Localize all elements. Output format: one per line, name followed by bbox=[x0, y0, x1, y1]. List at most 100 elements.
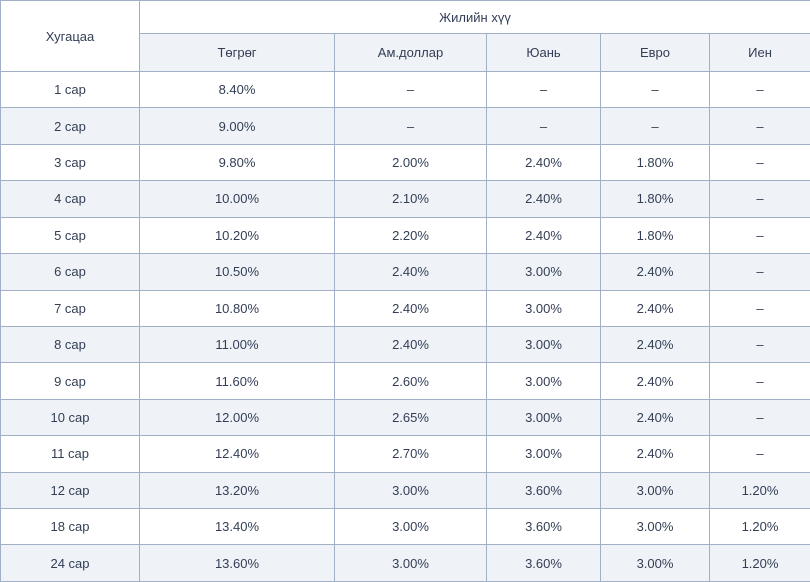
rate-cell: 2.40% bbox=[600, 362, 710, 400]
rate-cell: 2.65% bbox=[334, 398, 487, 437]
table-row: 3 сар 9.80% 2.00% 2.40% 1.80% – bbox=[0, 143, 810, 182]
rate-cell: – bbox=[486, 70, 601, 109]
rate-cell: 2.40% bbox=[334, 325, 487, 364]
column-header-yen: Иен bbox=[708, 33, 810, 72]
rate-cell: 2.40% bbox=[334, 253, 487, 291]
rate-cell: 3.00% bbox=[486, 398, 601, 437]
column-header-usd: Ам.доллар bbox=[334, 33, 487, 72]
rate-cell: – bbox=[708, 107, 810, 145]
rate-cell: 2.40% bbox=[486, 143, 601, 182]
header-group-row: Хугацаа Жилийн хүү bbox=[0, 0, 810, 72]
table-row: 18 сар 13.40% 3.00% 3.60% 3.00% 1.20% bbox=[0, 508, 810, 546]
period-cell: 8 сар bbox=[0, 325, 140, 364]
period-cell: 5 сар bbox=[0, 216, 140, 255]
rate-cell: 3.00% bbox=[486, 289, 601, 327]
rate-cell: 3.00% bbox=[334, 544, 487, 582]
rate-cell: 2.40% bbox=[600, 289, 710, 327]
rate-cell: – bbox=[334, 107, 487, 145]
rate-cell: – bbox=[708, 435, 810, 473]
rate-cell: 2.00% bbox=[334, 143, 487, 182]
rate-cell: 3.00% bbox=[334, 508, 487, 546]
rate-cell: – bbox=[708, 70, 810, 109]
rate-cell: 8.40% bbox=[139, 70, 335, 109]
rate-cell: – bbox=[600, 107, 710, 145]
rate-cell: 2.10% bbox=[334, 180, 487, 218]
rate-cell: 10.50% bbox=[139, 253, 335, 291]
rate-cell: 3.00% bbox=[486, 362, 601, 400]
rate-cell: 3.60% bbox=[486, 508, 601, 546]
table-row: 9 сар 11.60% 2.60% 3.00% 2.40% – bbox=[0, 362, 810, 400]
rate-cell: 3.00% bbox=[600, 508, 710, 546]
rate-cell: 1.80% bbox=[600, 216, 710, 255]
rate-cell: 2.40% bbox=[600, 435, 710, 473]
rate-cell: 1.20% bbox=[708, 544, 810, 582]
rate-cell: 13.20% bbox=[139, 471, 335, 510]
rate-cell: 2.40% bbox=[600, 253, 710, 291]
rate-cell: – bbox=[708, 143, 810, 182]
rate-cell: 11.60% bbox=[139, 362, 335, 400]
period-cell: 11 сар bbox=[0, 435, 140, 473]
rate-cell: 12.40% bbox=[139, 435, 335, 473]
period-column-header: Хугацаа bbox=[0, 0, 140, 72]
rate-cell: 3.00% bbox=[334, 471, 487, 510]
rate-cell: 9.00% bbox=[139, 107, 335, 145]
table-row: 12 сар 13.20% 3.00% 3.60% 3.00% 1.20% bbox=[0, 471, 810, 510]
rate-cell: – bbox=[708, 253, 810, 291]
period-cell: 4 сар bbox=[0, 180, 140, 218]
header-currency-row: Төгрөг Ам.доллар Юань Евро Иен bbox=[1, 33, 810, 72]
table-body: 1 сар 8.40% – – – –2 сар 9.00% – – – –3 сар 9.80% 2.… bbox=[0, 70, 810, 582]
period-cell: 18 сар bbox=[0, 508, 140, 546]
rate-cell: 9.80% bbox=[139, 143, 335, 182]
rate-cell: 3.00% bbox=[486, 435, 601, 473]
period-cell: 3 сар bbox=[0, 143, 140, 182]
rate-cell: 2.40% bbox=[486, 216, 601, 255]
rate-cell: 10.20% bbox=[139, 216, 335, 255]
rate-cell: 3.60% bbox=[486, 471, 601, 510]
rate-cell: – bbox=[708, 289, 810, 327]
rate-cell: – bbox=[334, 70, 487, 109]
rate-cell: 1.80% bbox=[600, 143, 710, 182]
rate-cell: – bbox=[708, 180, 810, 218]
period-cell: 10 сар bbox=[0, 398, 140, 437]
table-row: 2 сар 9.00% – – – – bbox=[0, 107, 810, 145]
column-header-tugrik: Төгрөг bbox=[139, 33, 335, 72]
annual-interest-group-header: Жилийн хүү bbox=[138, 0, 810, 34]
rate-cell: 2.40% bbox=[334, 289, 487, 327]
period-cell: 7 сар bbox=[0, 289, 140, 327]
rate-cell: 11.00% bbox=[139, 325, 335, 364]
table-row: 10 сар 12.00% 2.65% 3.00% 2.40% – bbox=[0, 398, 810, 437]
column-header-euro: Евро bbox=[600, 33, 710, 72]
rate-cell: 3.60% bbox=[486, 544, 601, 582]
table-header: Хугацаа Жилийн хүү Төгрөг Ам.доллар Юань… bbox=[0, 0, 810, 72]
period-cell: 12 сар bbox=[0, 471, 140, 510]
rate-cell: 2.40% bbox=[486, 180, 601, 218]
rate-cell: – bbox=[486, 107, 601, 145]
rate-cell: – bbox=[708, 325, 810, 364]
table-row: 1 сар 8.40% – – – – bbox=[0, 70, 810, 109]
rate-cell: 2.40% bbox=[600, 325, 710, 364]
rate-cell: – bbox=[708, 398, 810, 437]
period-cell: 1 сар bbox=[0, 70, 140, 109]
rate-cell: 10.00% bbox=[139, 180, 335, 218]
rate-cell: 2.20% bbox=[334, 216, 487, 255]
table-row: 6 сар 10.50% 2.40% 3.00% 2.40% – bbox=[0, 253, 810, 291]
rate-cell: – bbox=[600, 70, 710, 109]
table-row: 24 сар 13.60% 3.00% 3.60% 3.00% 1.20% bbox=[0, 544, 810, 582]
rate-cell: 2.60% bbox=[334, 362, 487, 400]
period-cell: 2 сар bbox=[0, 107, 140, 145]
rate-cell: 2.40% bbox=[600, 398, 710, 437]
rate-cell: 12.00% bbox=[139, 398, 335, 437]
rate-cell: – bbox=[708, 216, 810, 255]
table-row: 11 сар 12.40% 2.70% 3.00% 2.40% – bbox=[0, 435, 810, 473]
table-row: 5 сар 10.20% 2.20% 2.40% 1.80% – bbox=[0, 216, 810, 255]
table-row: 7 сар 10.80% 2.40% 3.00% 2.40% – bbox=[0, 289, 810, 327]
rate-cell: 13.40% bbox=[139, 508, 335, 546]
period-cell: 24 сар bbox=[0, 544, 140, 582]
period-cell: 9 сар bbox=[0, 362, 140, 400]
rate-cell: 1.80% bbox=[600, 180, 710, 218]
column-header-yuan: Юань bbox=[486, 33, 601, 72]
rate-cell: 2.70% bbox=[334, 435, 487, 473]
rate-cell: 1.20% bbox=[708, 508, 810, 546]
